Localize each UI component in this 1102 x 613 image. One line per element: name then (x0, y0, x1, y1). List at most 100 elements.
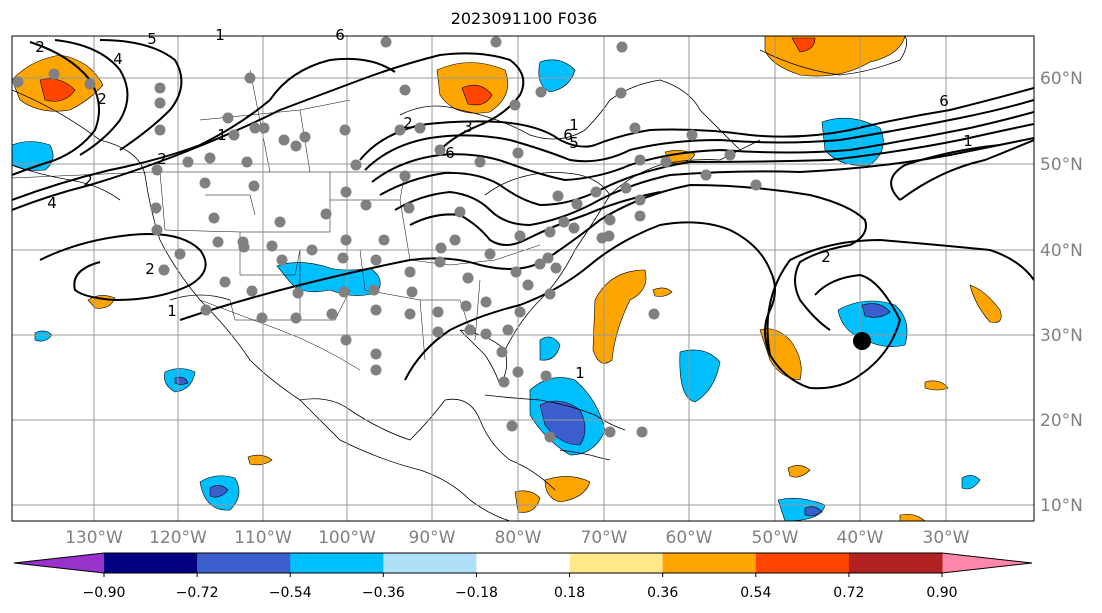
station-dot (222, 112, 234, 124)
station-dot (380, 36, 392, 48)
station-dot (464, 324, 476, 336)
station-dot (248, 180, 260, 192)
contour-label: 1 (569, 116, 579, 134)
station-dot (246, 285, 258, 297)
negative-anomaly-area (821, 117, 884, 166)
strong-negative-anomaly-area (861, 303, 891, 318)
station-dot (370, 348, 382, 360)
positive-anomaly-area (652, 287, 673, 297)
colorbar-segment (569, 553, 664, 573)
longitude-label: 120°W (149, 528, 207, 548)
station-dot (514, 230, 526, 242)
station-dot (249, 122, 261, 134)
station-dot (378, 234, 390, 246)
colorbar-tick-label: 0.36 (647, 585, 678, 601)
negative-anomaly-area (539, 336, 561, 361)
station-dot (616, 41, 628, 53)
contour-label: 2 (821, 248, 831, 266)
station-dot (615, 87, 627, 99)
colorbar-tick-label: 0.18 (554, 585, 585, 601)
contour-label: 2 (35, 38, 45, 56)
contour-label: 2 (157, 150, 167, 168)
station-dot (550, 262, 562, 274)
station-dot (700, 169, 712, 181)
station-dot (256, 312, 268, 324)
station-dot (238, 241, 250, 253)
station-dot (151, 164, 163, 176)
contour-label: 1 (963, 132, 973, 150)
station-dot (340, 334, 352, 346)
station-dot (340, 186, 352, 198)
longitude-label: 100°W (318, 528, 376, 548)
station-dot (84, 78, 96, 90)
colorbar-tick-label: 0.90 (926, 585, 957, 601)
colorbar-tick-label: −0.90 (83, 585, 126, 601)
positive-anomaly-area (969, 284, 1002, 323)
station-dot (544, 226, 556, 238)
contour-label: 5 (147, 30, 157, 48)
colorbar-segment (476, 553, 571, 573)
colorbar-segment (383, 553, 477, 573)
colorbar-segment (755, 553, 850, 573)
station-dot (399, 170, 411, 182)
longitude-label: 90°W (409, 528, 456, 548)
coastlines (12, 36, 908, 521)
station-dot (290, 140, 302, 152)
station-dot (514, 306, 526, 318)
station-dot (414, 122, 426, 134)
station-dot (480, 328, 492, 340)
station-dot (522, 279, 534, 291)
contour-label: 1 (167, 302, 177, 320)
contour-label: 6 (445, 144, 455, 162)
positive-anomaly-area (514, 490, 541, 513)
longitude-label: 110°W (234, 528, 292, 548)
contour-label: 5 (569, 134, 579, 152)
contour-label: 1 (575, 364, 585, 382)
station-dot (404, 308, 416, 320)
station-dot (512, 366, 524, 378)
colorbar-segment (662, 553, 757, 573)
station-dot (241, 156, 253, 168)
station-dot (299, 131, 311, 143)
station-dot (204, 152, 216, 164)
colorbar-tick-label: 0.72 (833, 585, 864, 601)
station-dot (244, 72, 256, 84)
station-dot (480, 296, 492, 308)
station-dot (544, 288, 556, 300)
station-dot (404, 266, 416, 278)
latitude-label: 10°N (1040, 496, 1083, 516)
station-dot (182, 156, 194, 168)
station-dot (484, 248, 496, 260)
station-dot (552, 190, 564, 202)
station-dot (449, 234, 461, 246)
station-dot (406, 286, 418, 298)
station-dot (292, 287, 304, 299)
station-dot (558, 216, 570, 228)
latitude-label: 60°N (1040, 69, 1083, 89)
colorbar-segment (848, 553, 943, 573)
longitude-label: 40°W (837, 528, 884, 548)
colorbar-tick-label: −0.54 (269, 585, 312, 601)
station-dot (12, 76, 24, 88)
contour-label: 6 (335, 26, 345, 44)
station-dot (460, 300, 472, 312)
station-dot (432, 326, 444, 338)
strong-negative-anomaly-area (539, 400, 586, 446)
station-dot (350, 159, 362, 171)
map-panel (12, 36, 1034, 521)
station-dot (432, 306, 444, 318)
station-dot (151, 224, 163, 236)
station-dot (502, 324, 514, 336)
contour-label: 6 (939, 92, 949, 110)
station-dot (454, 206, 466, 218)
colorbar-tick-label: −0.36 (362, 585, 405, 601)
latitude-label: 30°N (1040, 326, 1083, 346)
longitude-label: 30°W (923, 528, 970, 548)
station-dot (648, 308, 660, 320)
station-dot (340, 234, 352, 246)
station-dot (604, 426, 616, 438)
station-dot (199, 177, 211, 189)
station-dot (290, 312, 302, 324)
station-dot (509, 99, 521, 111)
